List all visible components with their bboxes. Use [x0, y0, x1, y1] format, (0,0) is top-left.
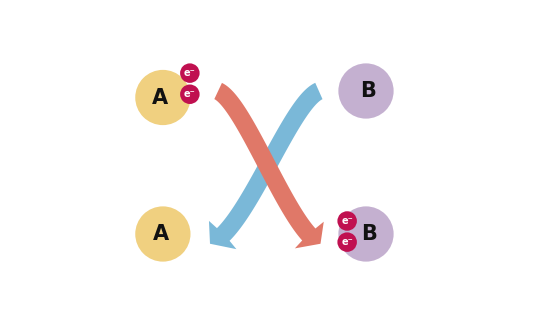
Circle shape [180, 63, 200, 83]
Circle shape [135, 206, 191, 262]
Circle shape [337, 211, 357, 231]
Text: e⁻: e⁻ [184, 68, 195, 78]
Text: B: B [360, 81, 375, 101]
Circle shape [337, 232, 357, 252]
Circle shape [180, 84, 200, 104]
Polygon shape [209, 83, 323, 249]
Text: A: A [153, 224, 169, 244]
Text: A: A [151, 87, 168, 108]
Text: B: B [361, 224, 377, 244]
Text: e⁻: e⁻ [342, 216, 353, 226]
Circle shape [135, 70, 191, 125]
Polygon shape [214, 83, 324, 248]
Circle shape [338, 206, 394, 262]
Circle shape [338, 63, 394, 119]
Text: e⁻: e⁻ [342, 237, 353, 247]
Text: e⁻: e⁻ [184, 89, 195, 99]
